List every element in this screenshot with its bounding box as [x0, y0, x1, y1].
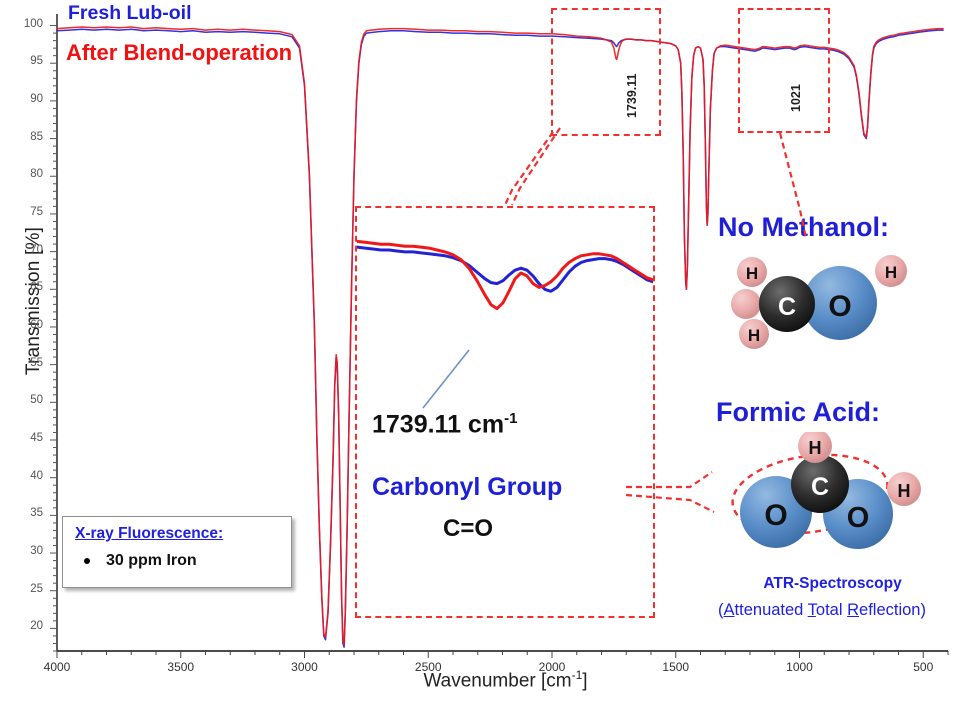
atr-ttenuated: ttenuated — [734, 601, 808, 619]
y-tick-label: 30 — [30, 545, 43, 558]
no-methanol-title: No Methanol: — [718, 212, 889, 242]
callout-box-1739 — [551, 8, 661, 136]
atr-eflection: eflection) — [859, 601, 926, 619]
legend-after-blend-operation: After Blend-operation — [66, 40, 293, 65]
y-tick-label: 45 — [30, 432, 43, 444]
svg-text:H: H — [748, 326, 760, 345]
svg-text:H: H — [809, 438, 822, 458]
y-tick-label: 70 — [30, 243, 43, 256]
legend-fresh-lub-oil: Fresh Lub-oil — [68, 2, 192, 24]
y-tick-label: 40 — [30, 469, 43, 482]
inset-wavenumber-exponent: -1 — [504, 410, 518, 427]
atr-r: R — [847, 601, 860, 619]
svg-text:H: H — [885, 263, 897, 282]
y-tick-label: 95 — [30, 55, 43, 68]
svg-text:O: O — [847, 502, 870, 534]
x-tick-label: 2000 — [538, 660, 566, 674]
bullet-icon — [84, 558, 90, 565]
callout-label-1739: 1739.11 — [625, 73, 639, 119]
x-tick-label: 3000 — [291, 660, 318, 674]
y-tick-label: 90 — [30, 92, 43, 105]
svg-text:H: H — [898, 481, 911, 501]
inset-magnified-carbonyl — [355, 206, 655, 618]
y-tick-label: 85 — [30, 130, 43, 143]
atr-open-paren: ( — [718, 601, 724, 619]
x-tick-label: 1500 — [662, 660, 690, 674]
inset-group-name: Carbonyl Group — [372, 473, 563, 501]
y-tick-label: 65 — [30, 281, 43, 294]
atr-a: A — [723, 601, 735, 619]
y-tick-label: 25 — [30, 582, 43, 595]
callout-box-1021 — [738, 8, 830, 133]
methanol-molecule-diagram: H H O C H — [731, 255, 907, 349]
y-tick-label: 50 — [30, 394, 43, 407]
xray-fluorescence-item: 30 ppm Iron — [106, 552, 197, 570]
xray-fluorescence-item-row: 30 ppm Iron — [75, 552, 281, 570]
x-axis-title-bracket: ] — [582, 670, 588, 692]
x-tick-label: 500 — [913, 660, 934, 674]
x-axis-title: Wavenumber [cm-1] — [57, 668, 954, 692]
callout-label-1021: 1021 — [789, 84, 803, 112]
inset-wavenumber-main: 1739.11 cm — [372, 410, 505, 439]
x-axis-title-main: Wavenumber [cm — [423, 670, 572, 692]
x-tick-label: 2500 — [414, 660, 442, 674]
svg-text:O: O — [764, 499, 787, 532]
inset-formula: C=O — [443, 515, 494, 542]
xray-fluorescence-title: X-ray Fluorescence: — [75, 525, 224, 542]
y-tick-label: 100 — [23, 17, 43, 30]
atr-otal: otal — [815, 601, 848, 619]
inset-wavenumber-value: 1739.11 cm-1 — [372, 410, 517, 439]
x-tick-label: 4000 — [43, 660, 71, 674]
y-tick-label: 35 — [30, 507, 43, 520]
svg-text:C: C — [811, 473, 829, 501]
y-tick-label: 60 — [30, 318, 43, 331]
x-axis-title-exponent: -1 — [571, 668, 583, 682]
atr-spectroscopy-label: ATR-Spectroscopy — [763, 575, 902, 592]
svg-text:C: C — [778, 293, 796, 321]
xray-fluorescence-box: X-ray Fluorescence: 30 ppm Iron — [62, 516, 292, 588]
svg-text:H: H — [746, 264, 758, 283]
formic-acid-molecule-diagram: O O C H H — [731, 432, 921, 549]
x-tick-label: 3500 — [167, 660, 195, 674]
y-tick-label: 55 — [30, 356, 43, 369]
svg-text:O: O — [828, 290, 851, 323]
atr-expansion-label: (Attenuated Total Reflection) — [690, 601, 954, 620]
y-tick-label: 75 — [30, 205, 43, 218]
formic-acid-title: Formic Acid: — [716, 397, 881, 427]
x-tick-label: 1000 — [786, 660, 813, 674]
atr-t: T — [807, 601, 816, 619]
y-tick-label: 20 — [30, 620, 43, 633]
inset-spectrum-curves — [357, 239, 653, 311]
inset-leader-line — [422, 349, 470, 409]
y-tick-label: 80 — [30, 168, 43, 181]
